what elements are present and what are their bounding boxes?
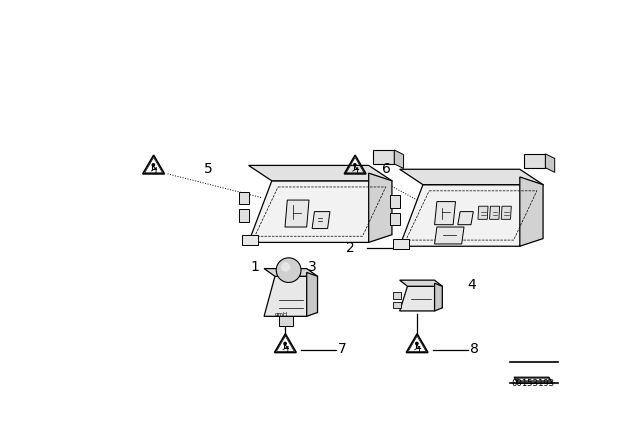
Text: 4: 4 (467, 278, 476, 292)
Polygon shape (435, 202, 456, 225)
Polygon shape (545, 154, 555, 172)
Bar (279, 316, 293, 326)
Polygon shape (520, 177, 543, 246)
Text: 6: 6 (382, 162, 391, 176)
Text: 2: 2 (346, 241, 355, 255)
Text: 8: 8 (470, 341, 479, 356)
Text: 3: 3 (308, 260, 317, 274)
Bar (524, 154, 545, 168)
Circle shape (281, 263, 290, 271)
Bar (390, 195, 400, 208)
Polygon shape (248, 181, 392, 242)
Polygon shape (400, 286, 442, 311)
Bar (394, 238, 409, 250)
Text: 00153193: 00153193 (511, 379, 555, 388)
Polygon shape (458, 211, 474, 225)
Circle shape (276, 258, 301, 282)
Polygon shape (264, 276, 317, 316)
Circle shape (354, 164, 356, 166)
Polygon shape (369, 173, 392, 242)
Polygon shape (285, 200, 309, 227)
Bar (372, 150, 394, 164)
Bar (243, 235, 258, 246)
Circle shape (416, 342, 418, 345)
Polygon shape (435, 227, 464, 244)
Polygon shape (312, 211, 330, 228)
Text: 5: 5 (204, 162, 212, 176)
Bar (394, 302, 401, 308)
Polygon shape (248, 165, 392, 181)
Polygon shape (394, 150, 404, 168)
Polygon shape (435, 283, 442, 311)
Bar (390, 213, 400, 225)
Polygon shape (514, 377, 553, 383)
Circle shape (284, 342, 286, 345)
Polygon shape (501, 206, 511, 220)
Bar (239, 209, 248, 222)
Polygon shape (478, 206, 488, 220)
Polygon shape (264, 269, 317, 276)
Polygon shape (400, 185, 543, 246)
Text: 1: 1 (250, 260, 259, 274)
Bar (239, 192, 248, 204)
Polygon shape (490, 206, 500, 220)
Polygon shape (307, 272, 317, 316)
Polygon shape (400, 169, 543, 185)
Polygon shape (400, 280, 442, 286)
Text: gmH: gmH (275, 311, 288, 317)
Circle shape (152, 164, 154, 166)
Text: 7: 7 (338, 341, 347, 356)
Bar (394, 293, 401, 299)
